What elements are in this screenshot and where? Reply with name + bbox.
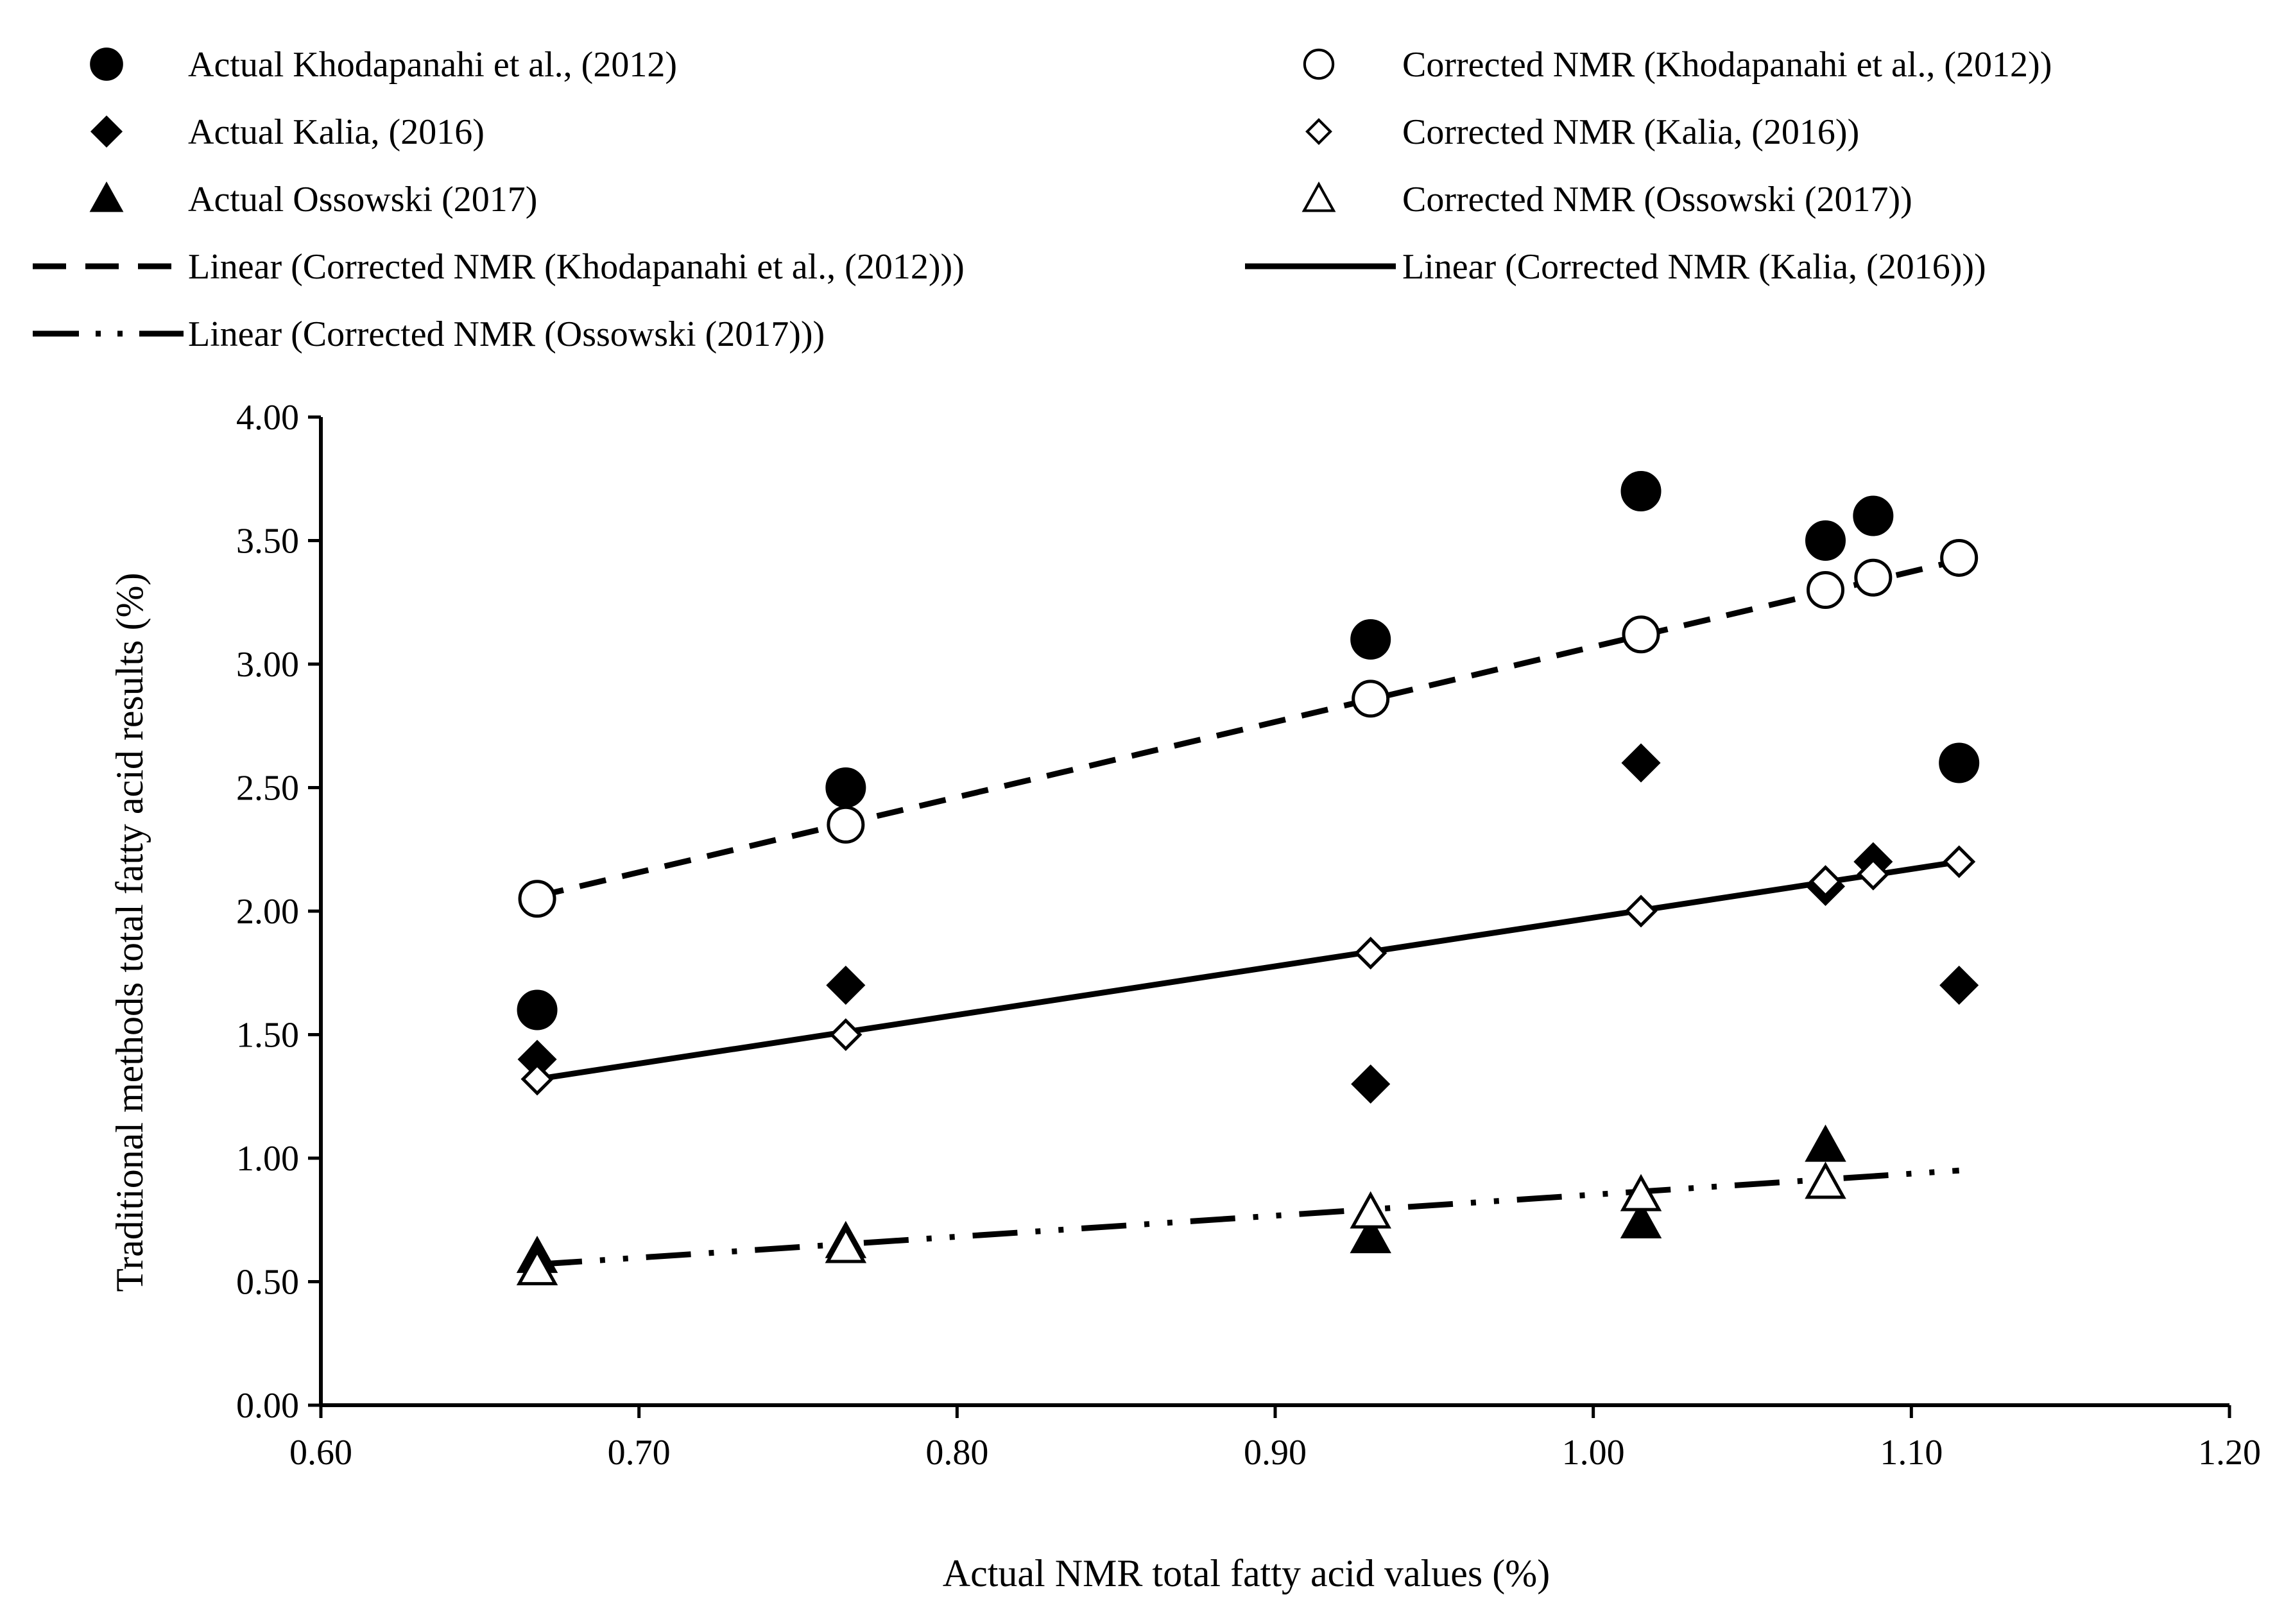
data-point-triangle-open xyxy=(1350,1191,1391,1229)
legend-entry: Actual Kalia, (2016) xyxy=(90,112,485,152)
legend-entry: Corrected NMR (Khodapanahi et al., (2012… xyxy=(1303,45,2052,85)
data-point-circle-open xyxy=(518,880,556,918)
data-point-circle-open xyxy=(827,805,865,844)
trend-lines xyxy=(537,557,1960,1268)
data-point-circle-open xyxy=(1940,538,1979,577)
legend-entry: Actual Khodapanahi et al., (2012) xyxy=(90,45,677,85)
y-tick-label: 1.00 xyxy=(236,1139,299,1179)
legend-entry: Linear (Corrected NMR (Khodapanahi et al… xyxy=(33,247,965,287)
legend-symbol-triangle-open xyxy=(1301,181,1336,212)
legend-entry: Corrected NMR (Ossowski (2017)) xyxy=(1301,180,1912,219)
data-point-circle-filled xyxy=(1620,471,1662,511)
axes: 0.00 0.50 1.00 1.50 2.00 2.50 3.00 3.50 4.00 0.60… xyxy=(236,398,2261,1473)
data-point-triangle-open xyxy=(1620,1174,1662,1211)
legend-symbol-circle-filled xyxy=(90,47,123,81)
legend-symbol-diamond-filled xyxy=(90,115,123,148)
trend-line-solid xyxy=(537,859,1960,1082)
data-point-circle-open xyxy=(1352,680,1390,718)
data-markers xyxy=(516,471,1980,1286)
x-tick-label: 1.00 xyxy=(1562,1433,1625,1473)
data-point-triangle-open xyxy=(1805,1161,1846,1199)
trend-line-dashed xyxy=(537,557,1960,900)
data-point-triangle-open xyxy=(825,1226,867,1263)
data-point-circle-filled xyxy=(517,989,558,1030)
data-point-circle-filled xyxy=(1805,520,1846,561)
legend-label: Linear (Corrected NMR (Kalia, (2016))) xyxy=(1402,247,1986,287)
x-tick-label: 0.70 xyxy=(608,1433,671,1473)
data-point-circle-open xyxy=(1854,558,1893,597)
legend-label: Corrected NMR (Ossowski (2017)) xyxy=(1402,180,1912,219)
x-tick-label: 0.80 xyxy=(925,1433,988,1473)
data-point-circle-open xyxy=(1622,615,1660,654)
legend-entry: Corrected NMR (Kalia, (2016)) xyxy=(1305,112,1859,152)
y-axis-title: Traditional methods total fatty acid res… xyxy=(108,573,151,1292)
legend-label: Corrected NMR (Kalia, (2016)) xyxy=(1402,112,1859,152)
legend-label: Actual Ossowski (2017) xyxy=(188,180,537,219)
legend-label: Actual Khodapanahi et al., (2012) xyxy=(188,45,677,85)
data-point-diamond-filled xyxy=(1939,965,1979,1005)
y-tick-label: 3.00 xyxy=(236,645,299,685)
y-tick-label: 3.50 xyxy=(236,522,299,561)
y-tick-label: 4.00 xyxy=(236,398,299,438)
legend-symbol-circle-open xyxy=(1303,48,1335,80)
legend-entry: Linear (Corrected NMR (Ossowski (2017))) xyxy=(33,314,825,354)
data-point-diamond-filled xyxy=(1621,743,1661,783)
legend-label: Linear (Corrected NMR (Khodapanahi et al… xyxy=(188,247,965,287)
y-tick-label: 2.50 xyxy=(236,769,299,808)
y-tick-label: 0.00 xyxy=(236,1386,299,1426)
x-tick-label: 1.10 xyxy=(1880,1433,1943,1473)
x-axis-title: Actual NMR total fatty acid values (%) xyxy=(943,1552,1550,1594)
data-point-diamond-open xyxy=(1808,865,1842,898)
data-point-diamond-open xyxy=(1943,845,1976,878)
data-point-circle-filled xyxy=(825,767,866,808)
data-point-diamond-open xyxy=(1354,936,1387,970)
data-point-triangle-filled xyxy=(1620,1201,1662,1238)
data-point-triangle-filled xyxy=(1350,1216,1391,1254)
legend-entry: Linear (Corrected NMR (Kalia, (2016))) xyxy=(1245,247,1986,287)
x-tick-label: 1.20 xyxy=(2198,1433,2261,1473)
data-point-circle-filled xyxy=(1939,742,1980,783)
x-tick-label: 0.90 xyxy=(1244,1433,1307,1473)
legend-symbol-triangle-filled xyxy=(89,181,124,212)
data-point-triangle-open xyxy=(516,1248,558,1286)
x-tick-label: 0.60 xyxy=(289,1433,352,1473)
data-point-triangle-filled xyxy=(1805,1124,1846,1162)
legend-symbol-diamond-open xyxy=(1305,118,1332,145)
data-point-circle-filled xyxy=(1350,619,1391,660)
legend-label: Actual Kalia, (2016) xyxy=(188,112,485,152)
data-point-circle-filled xyxy=(1853,495,1894,536)
data-point-diamond-open xyxy=(829,1018,863,1052)
legend-label: Linear (Corrected NMR (Ossowski (2017))) xyxy=(188,314,825,354)
data-point-diamond-open xyxy=(1857,857,1890,891)
legend: Actual Khodapanahi et al., (2012) Correct… xyxy=(33,45,2052,354)
trend-line-long-dash-dot-dot xyxy=(537,1167,1959,1268)
data-point-diamond-open xyxy=(1624,894,1658,928)
legend-label: Corrected NMR (Khodapanahi et al., (2012… xyxy=(1402,45,2052,85)
data-point-diamond-filled xyxy=(826,965,866,1005)
data-point-diamond-open xyxy=(520,1063,554,1096)
data-point-circle-open xyxy=(1807,571,1845,609)
y-tick-label: 0.50 xyxy=(236,1263,299,1303)
legend-entry: Actual Ossowski (2017) xyxy=(89,180,537,219)
y-tick-label: 2.00 xyxy=(236,892,299,932)
data-point-diamond-filled xyxy=(1351,1064,1391,1104)
y-tick-label: 1.50 xyxy=(236,1016,299,1056)
